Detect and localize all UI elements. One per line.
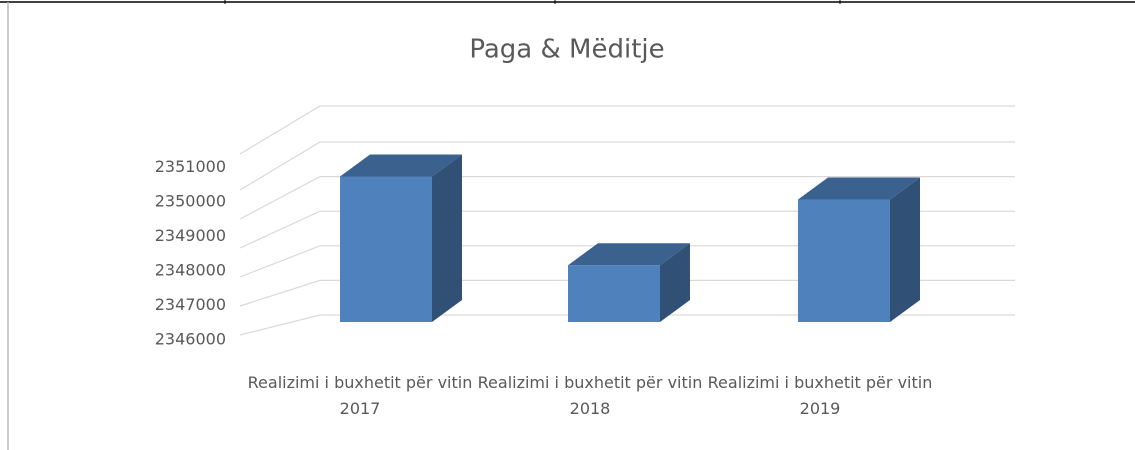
bar-side bbox=[432, 154, 462, 322]
bar-top bbox=[568, 243, 690, 266]
y-tick-label: 2346000 bbox=[155, 330, 226, 349]
grid-line bbox=[239, 245, 1015, 278]
wall-edge bbox=[239, 105, 1015, 155]
y-tick-label: 2350000 bbox=[155, 192, 226, 211]
y-tick-label: 2348000 bbox=[155, 261, 226, 280]
bar bbox=[798, 199, 890, 322]
grid-line bbox=[239, 279, 1015, 307]
chart-title: Paga & Mëditje bbox=[469, 35, 664, 65]
grid-line bbox=[239, 141, 1015, 191]
x-tick-label: Realizimi i buxhetit për vitin 2018 bbox=[477, 373, 703, 418]
bar-top bbox=[798, 177, 920, 200]
y-tick-label: 2347000 bbox=[155, 295, 226, 314]
grid-line bbox=[239, 176, 1015, 220]
bar bbox=[340, 176, 432, 322]
grid-line bbox=[239, 210, 1015, 249]
y-tick-label: 2351000 bbox=[155, 157, 226, 176]
x-tick-label: Realizimi i buxhetit për vitin 2017 bbox=[247, 373, 473, 418]
bar-side bbox=[660, 243, 690, 322]
grid-line bbox=[239, 314, 1015, 336]
bar-side bbox=[890, 177, 920, 322]
x-tick-label: Realizimi i buxhetit për vitin 2019 bbox=[707, 373, 933, 418]
y-tick-label: 2349000 bbox=[155, 226, 226, 245]
bar bbox=[568, 265, 660, 322]
bar-top bbox=[340, 154, 462, 177]
